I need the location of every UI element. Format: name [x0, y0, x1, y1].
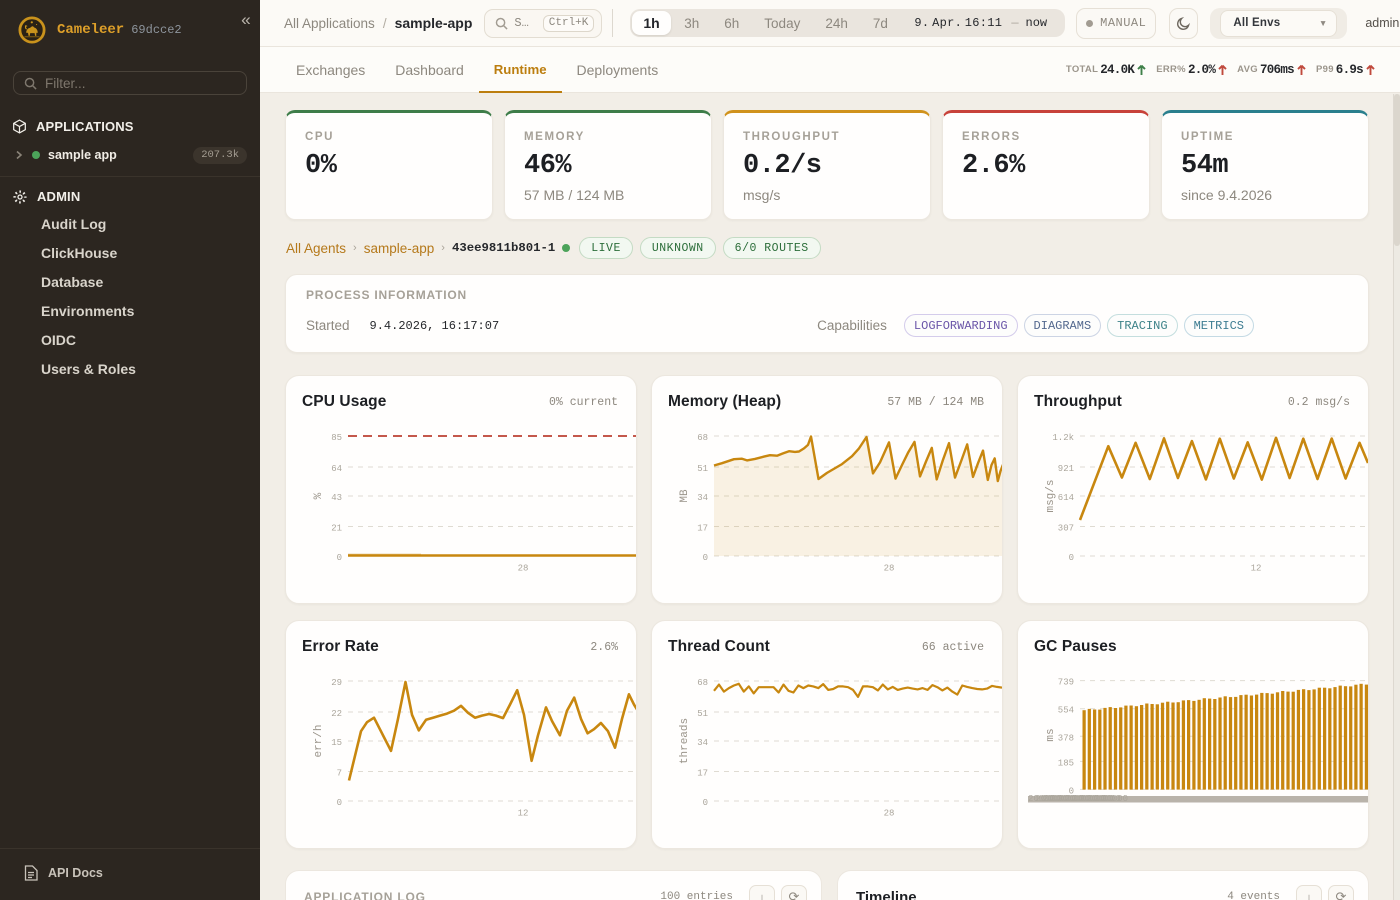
svg-text:34: 34 — [697, 738, 708, 748]
svg-text:28: 28 — [884, 564, 895, 574]
svg-text:43: 43 — [331, 493, 342, 503]
svg-text:22: 22 — [331, 709, 342, 719]
svg-text:185: 185 — [1058, 758, 1074, 768]
svg-text:MB: MB — [679, 489, 691, 503]
svg-text:12: 12 — [518, 809, 529, 819]
svg-text:0: 0 — [337, 553, 342, 563]
svg-text:threads: threads — [679, 718, 691, 764]
svg-text:0: 0 — [1069, 786, 1074, 796]
svg-text:%: % — [313, 492, 325, 499]
svg-text:20000: 20000 — [1086, 794, 1113, 804]
svg-text:554: 554 — [1058, 706, 1074, 716]
svg-text:34: 34 — [697, 493, 708, 503]
svg-text:msg/s: msg/s — [1045, 479, 1057, 512]
svg-text:20000: 20000 — [1057, 794, 1084, 804]
svg-text:20000: 20000 — [1094, 794, 1121, 804]
svg-text:15: 15 — [331, 738, 342, 748]
svg-text:51: 51 — [697, 709, 708, 719]
svg-text:921: 921 — [1058, 464, 1074, 474]
svg-text:0: 0 — [337, 798, 342, 808]
svg-text:29: 29 — [331, 678, 342, 688]
svg-text:51: 51 — [697, 464, 708, 474]
svg-text:0: 0 — [703, 798, 708, 808]
svg-text:20000: 20000 — [1043, 794, 1070, 804]
svg-text:0: 0 — [1069, 553, 1074, 563]
svg-text:20000: 20000 — [1028, 794, 1055, 804]
svg-text:307: 307 — [1058, 524, 1074, 534]
svg-text:378: 378 — [1058, 733, 1074, 743]
svg-text:68: 68 — [697, 433, 708, 443]
svg-text:0: 0 — [703, 553, 708, 563]
svg-text:28: 28 — [518, 564, 529, 574]
svg-text:17: 17 — [697, 769, 708, 779]
svg-text:64: 64 — [331, 464, 342, 474]
svg-text:20000: 20000 — [1050, 794, 1077, 804]
svg-text:739: 739 — [1058, 678, 1074, 688]
svg-text:20000: 20000 — [1035, 794, 1062, 804]
svg-text:20000: 20000 — [1065, 794, 1092, 804]
svg-text:20000: 20000 — [1101, 794, 1128, 804]
svg-text:85: 85 — [331, 433, 342, 443]
svg-text:7: 7 — [337, 769, 342, 779]
svg-text:20000: 20000 — [1072, 794, 1099, 804]
svg-text:68: 68 — [697, 678, 708, 688]
svg-text:err/h: err/h — [313, 724, 325, 757]
svg-text:614: 614 — [1058, 493, 1074, 503]
svg-text:20000: 20000 — [1079, 794, 1106, 804]
svg-text:1.2k: 1.2k — [1052, 433, 1074, 443]
svg-text:12: 12 — [1251, 564, 1262, 574]
svg-text:17: 17 — [697, 524, 708, 534]
svg-text:28: 28 — [884, 809, 895, 819]
svg-text:ms: ms — [1045, 728, 1057, 741]
svg-text:21: 21 — [331, 524, 342, 534]
